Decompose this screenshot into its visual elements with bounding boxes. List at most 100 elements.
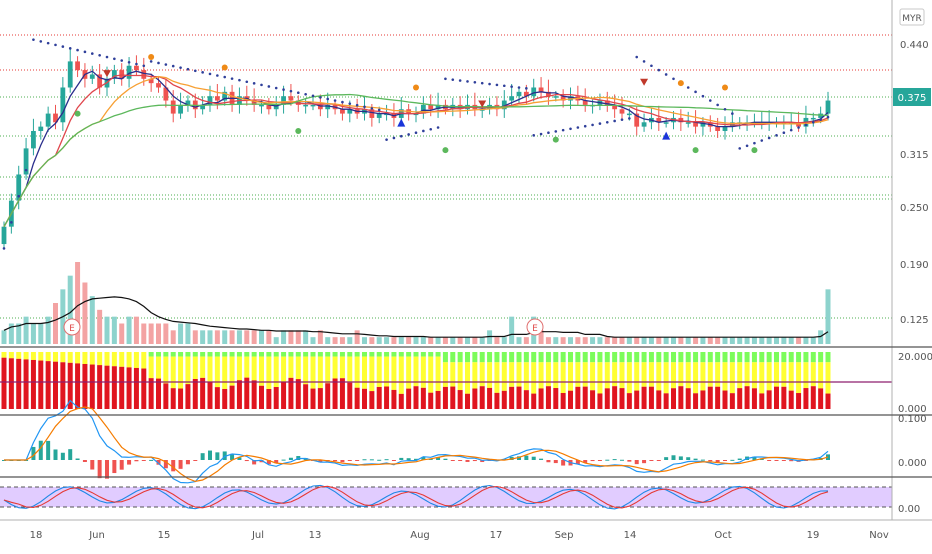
- ratio-green: [744, 352, 750, 363]
- ratio-red: [420, 387, 426, 409]
- volume-bar: [641, 337, 647, 344]
- sar-dot: [569, 127, 572, 131]
- ratio-yellow: [568, 362, 573, 391]
- macd-histogram-bar: [156, 460, 161, 465]
- sar-dot: [149, 60, 153, 63]
- ratio-red: [391, 389, 397, 409]
- ratio-bar: [788, 352, 794, 409]
- ratio-bar: [553, 352, 559, 409]
- sar-dot: [495, 83, 499, 87]
- candle-body: [523, 91, 529, 97]
- ratio-red: [119, 366, 125, 409]
- volume-bar: [406, 337, 412, 344]
- ratio-yellow: [295, 356, 301, 380]
- macd-histogram-bar: [355, 460, 360, 461]
- macd-histogram-bar: [200, 453, 205, 460]
- stoch-k-line: [3, 484, 829, 510]
- ratio-red: [818, 388, 824, 409]
- ratio-yellow: [619, 362, 625, 389]
- ratio-red: [89, 364, 95, 409]
- macd-histogram-bar: [141, 460, 146, 461]
- candle-body: [23, 148, 29, 175]
- sar-dot: [414, 131, 418, 135]
- signal-dot-orange: [148, 54, 155, 61]
- macd-histogram-bar: [82, 460, 87, 463]
- ratio-bar: [133, 352, 139, 409]
- sell-arrow: [478, 100, 487, 108]
- ratio-green: [751, 352, 757, 363]
- ratio-red: [325, 383, 331, 409]
- sar-dot: [296, 91, 300, 95]
- time-label: Nov: [869, 530, 889, 541]
- ratio-bar: [656, 352, 662, 409]
- volume-bar: [362, 337, 367, 344]
- osc1-tick: 0.000: [898, 404, 927, 415]
- ratio-yellow: [362, 356, 367, 389]
- ratio-green: [192, 352, 198, 357]
- ratio-red: [67, 362, 73, 409]
- ratio-bar: [214, 352, 220, 409]
- candle-body: [663, 122, 669, 124]
- sar-dot: [260, 83, 263, 87]
- volume-bar: [612, 337, 618, 344]
- ratio-red: [398, 393, 404, 409]
- ratio-red: [53, 361, 58, 409]
- ratio-yellow: [450, 362, 456, 387]
- ratio-red: [509, 386, 515, 409]
- ratio-yellow: [67, 352, 73, 363]
- ratio-yellow: [693, 362, 699, 394]
- rsi-tick: 0.00: [898, 504, 920, 515]
- currency-badge[interactable]: MYR: [899, 8, 925, 26]
- sar-dot: [738, 147, 742, 150]
- sar-dot: [532, 134, 536, 137]
- ratio-bar: [722, 352, 728, 409]
- macd-histogram-bar: [318, 460, 323, 463]
- sar-dot: [598, 122, 602, 125]
- ratio-yellow: [89, 352, 95, 365]
- candle-body: [693, 122, 698, 127]
- ratio-green: [781, 352, 787, 363]
- sar-dot: [458, 79, 462, 82]
- earnings-marker[interactable]: E: [526, 318, 544, 336]
- ratio-yellow: [273, 356, 279, 388]
- candle-body: [310, 104, 316, 107]
- time-label: Oct: [714, 530, 731, 541]
- ratio-green: [281, 352, 287, 357]
- candle: [825, 91, 831, 121]
- ratio-red: [678, 386, 684, 409]
- earnings-marker[interactable]: E: [63, 318, 81, 336]
- ratio-green: [303, 352, 309, 357]
- ratio-bar: [590, 352, 596, 409]
- volume-bar: [435, 337, 441, 344]
- sar-dot: [326, 97, 330, 101]
- ratio-yellow: [163, 356, 169, 384]
- ratio-yellow: [465, 362, 470, 394]
- ratio-yellow: [369, 356, 375, 392]
- volume-bar: [663, 337, 669, 344]
- ratio-bar: [170, 352, 176, 409]
- candle: [75, 56, 80, 78]
- ratio-red: [332, 378, 338, 409]
- ratio-red: [222, 388, 228, 409]
- volume-bar: [553, 337, 559, 344]
- ratio-red: [729, 393, 735, 409]
- ratio-red: [531, 393, 537, 409]
- osc1-tick: 20.000: [898, 352, 932, 363]
- ratio-bar: [729, 352, 735, 409]
- macd-histogram-bar: [605, 459, 610, 461]
- sar-dot: [583, 124, 587, 128]
- volume-bar: [23, 316, 29, 344]
- ratio-bar: [288, 352, 294, 409]
- ratio-bar: [648, 352, 654, 409]
- ratio-red: [545, 386, 551, 409]
- ratio-red: [310, 388, 316, 409]
- ratio-yellow: [457, 362, 463, 391]
- ratio-bar: [516, 352, 522, 409]
- ratio-bar: [707, 352, 713, 409]
- sar-dot: [201, 71, 204, 74]
- ratio-bar: [560, 352, 566, 409]
- volume-bar: [825, 289, 831, 344]
- ratio-red: [23, 359, 29, 409]
